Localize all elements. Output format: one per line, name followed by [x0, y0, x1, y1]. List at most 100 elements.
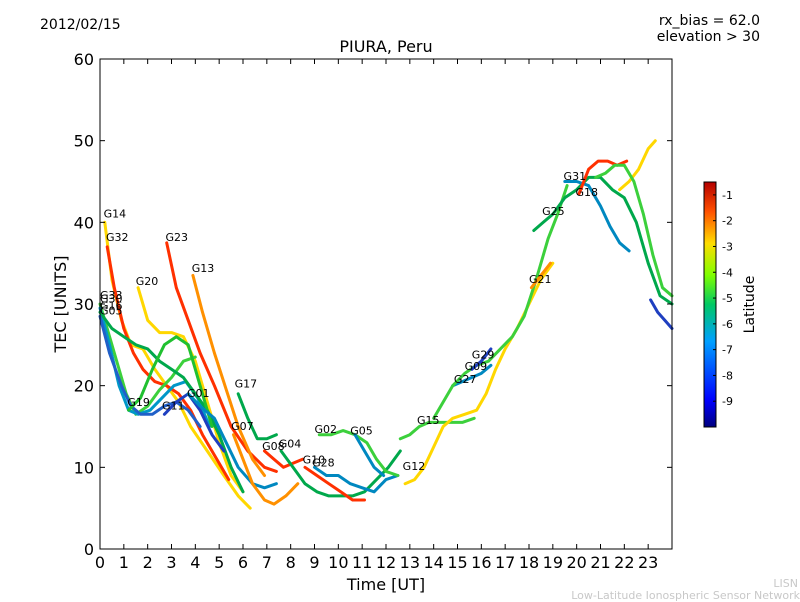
satellite-label-g10: G10: [303, 453, 326, 466]
x-axis-label: Time [UT]: [346, 575, 425, 594]
series-line-g08: [263, 449, 305, 469]
series-line-g29: [470, 347, 493, 371]
date-label: 2012/02/15: [40, 17, 121, 33]
x-tick-label: 18: [519, 553, 539, 572]
x-tick-label: 21: [590, 553, 610, 572]
x-tick-label: 15: [447, 553, 467, 572]
satellite-label-g27: G27: [454, 373, 477, 386]
x-tick-label: 20: [566, 553, 586, 572]
y-tick-label: 50: [74, 132, 94, 151]
x-tick-label: 17: [495, 553, 515, 572]
x-tick-label: 8: [286, 553, 296, 572]
satellite-label-g16: G16: [100, 300, 123, 313]
satellite-label-g29: G29: [472, 349, 495, 362]
x-tick-label: 23: [638, 553, 658, 572]
series-line-g02: [317, 429, 400, 477]
x-tick-label: 19: [543, 553, 563, 572]
elevation-label: elevation > 30: [656, 29, 760, 45]
plot-frame: [99, 58, 673, 550]
colorbar-tick-label: -9: [722, 395, 733, 408]
series-line-g33: [98, 302, 197, 416]
satellite-label-g04: G04: [279, 438, 302, 451]
colorbar-tick-label: -7: [722, 344, 733, 357]
satellite-label-g05: G05: [350, 425, 373, 438]
series-line-g28: [313, 465, 400, 494]
x-tick-label: 13: [400, 553, 420, 572]
series-line-g23: [165, 241, 278, 473]
satellite-label-g01: G01: [187, 387, 210, 400]
series-line-g16: [98, 310, 245, 494]
series-line-g19: [127, 335, 214, 428]
footer-org-full: Low-Latitude Ionospheric Sensor Network: [571, 589, 800, 602]
satellite-label-g08: G08: [262, 440, 285, 453]
satellite-label-g12: G12: [403, 460, 426, 473]
series-line-g31: [563, 180, 631, 253]
satellite-label-g32: G32: [106, 231, 129, 244]
series-line-g13: [191, 273, 266, 477]
x-tick-label: 14: [423, 553, 443, 572]
x-tick-label: 6: [238, 553, 248, 572]
satellite-label-g07: G07: [231, 420, 254, 433]
series-line-g15: [398, 416, 476, 441]
series-line-g10: [303, 465, 366, 502]
series-line-g26: [618, 139, 657, 192]
colorbar-tick-label: -2: [722, 215, 733, 228]
satellite-label-g15: G15: [417, 414, 440, 427]
x-tick-label: 11: [352, 553, 372, 572]
colorbar-tick-label: -3: [722, 240, 733, 253]
series-line-g01: [186, 392, 278, 490]
satellite-label-g31: G31: [564, 170, 587, 183]
y-tick-label: 10: [74, 458, 94, 477]
rx-bias-label: rx_bias = 62.0: [658, 13, 760, 29]
series-line-g05: [353, 433, 386, 477]
x-tick-label: 4: [190, 553, 200, 572]
series-line-g09: [432, 184, 569, 420]
x-tick-label: 1: [119, 553, 129, 572]
satellite-label-g19: G19: [127, 396, 150, 409]
satellite-label-g05: G05: [100, 305, 123, 318]
series-line-g24: [594, 163, 674, 298]
colorbar-tick-label: -4: [722, 266, 733, 279]
satellite-label-g02: G02: [315, 423, 338, 436]
x-tick-label: 7: [262, 553, 272, 572]
satellite-label-g33: G33: [100, 289, 123, 302]
y-tick-label: 30: [74, 295, 94, 314]
series-line-g04: [279, 449, 402, 498]
y-axis-label: TEC [UNITS]: [51, 256, 70, 354]
satellite-label-g13: G13: [192, 262, 215, 275]
series-line-g27: [451, 363, 493, 388]
satellite-label-g30: G30: [100, 292, 123, 305]
satellite-label-g14: G14: [104, 207, 127, 220]
x-tick-label: 0: [95, 553, 105, 572]
x-tick-label: 5: [214, 553, 224, 572]
x-tick-label: 22: [614, 553, 634, 572]
y-tick-label: 20: [74, 377, 94, 396]
x-tick-label: 2: [143, 553, 153, 572]
satellite-label-g09: G09: [465, 360, 488, 373]
x-tick-label: 3: [166, 553, 176, 572]
colorbar-tick-label: -6: [722, 318, 733, 331]
colorbar-tick-label: -1: [722, 189, 733, 202]
series-line-g07: [232, 433, 300, 506]
chart-title: PIURA, Peru: [339, 37, 432, 56]
y-tick-label: 40: [74, 213, 94, 232]
satellite-label-g18: G18: [575, 186, 598, 199]
series-line-g25: [532, 175, 674, 306]
x-tick-label: 16: [471, 553, 491, 572]
colorbar-tick-label: -8: [722, 369, 733, 382]
series-line-g17: [236, 392, 278, 441]
satellite-label-g11: G11: [162, 399, 185, 412]
x-tick-label: 10: [328, 553, 348, 572]
series-line-g32: [105, 245, 231, 482]
colorbar: [703, 181, 717, 428]
colorbar-label: Latitude: [742, 276, 758, 334]
x-tick-label: 9: [309, 553, 319, 572]
satellite-label-g17: G17: [235, 377, 258, 390]
satellite-label-g20: G20: [136, 275, 159, 288]
satellite-label-g23: G23: [166, 231, 189, 244]
satellite-label-g28: G28: [312, 457, 335, 470]
series-line-g22: [649, 298, 674, 330]
series-line-g21: [529, 261, 552, 290]
satellite-label-g21: G21: [529, 273, 552, 286]
